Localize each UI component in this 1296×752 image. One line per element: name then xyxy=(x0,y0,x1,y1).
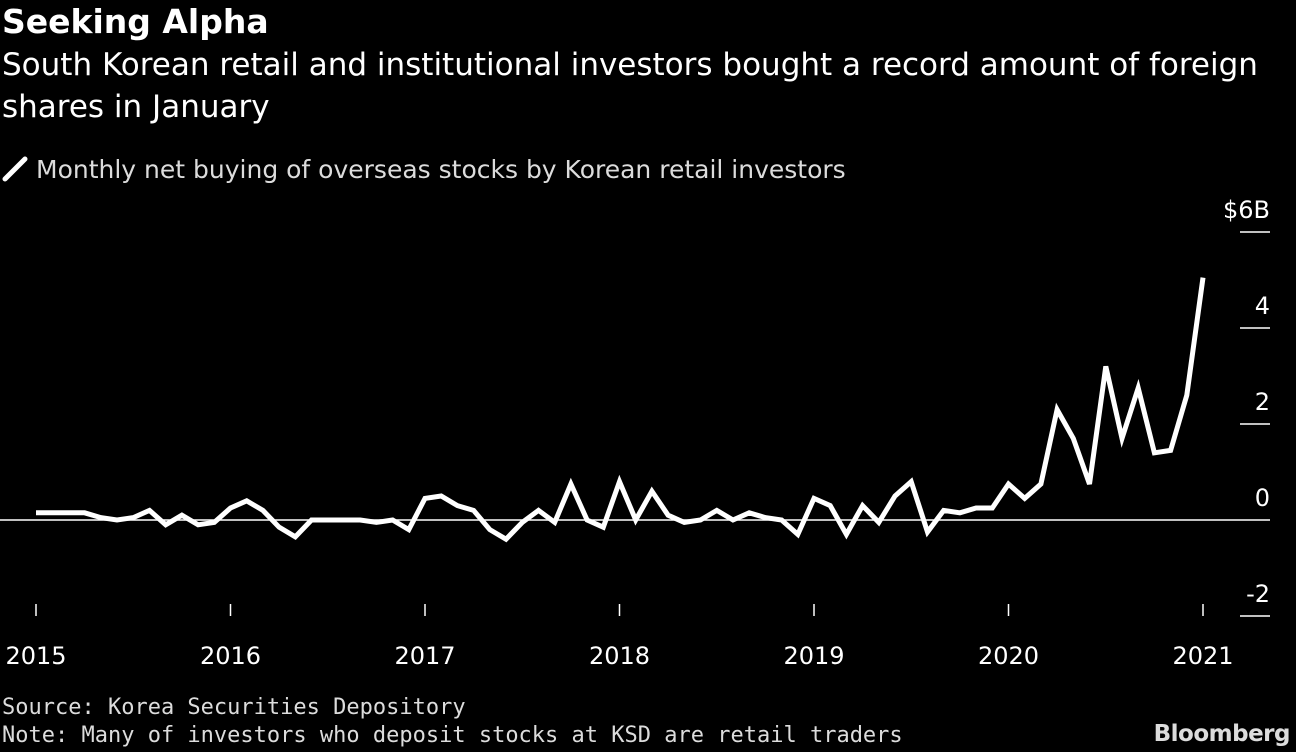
x-tick-label: 2018 xyxy=(589,642,650,670)
brand-title: Seeking Alpha xyxy=(2,2,269,41)
legend: Monthly net buying of overseas stocks by… xyxy=(2,152,846,186)
x-tick-label: 2019 xyxy=(783,642,844,670)
x-tick-label: 2020 xyxy=(978,642,1039,670)
note-text: Note: Many of investors who deposit stoc… xyxy=(2,723,903,748)
line-chart: $6B 4 2 0 -2 2015 2016 2017 2018 2019 2020 2021 xyxy=(0,196,1270,670)
chart-title: South Korean retail and institutional in… xyxy=(2,47,1258,125)
legend-label: Monthly net buying of overseas stocks by… xyxy=(36,154,846,184)
y-tick-label: 0 xyxy=(1255,484,1270,512)
x-tick-label: 2015 xyxy=(5,642,66,670)
x-axis: 2015 2016 2017 2018 2019 2020 2021 xyxy=(5,604,1234,670)
source-note: Source: Korea Securities Depository Note… xyxy=(2,694,903,750)
x-tick-label: 2016 xyxy=(200,642,261,670)
y-tick-label: 4 xyxy=(1255,292,1270,320)
source-text: Source: Korea Securities Depository xyxy=(2,695,466,720)
y-tick-label: $6B xyxy=(1223,196,1270,224)
y-tick-label: -2 xyxy=(1246,580,1270,608)
bloomberg-logo: Bloomberg xyxy=(1153,721,1291,747)
x-tick-label: 2017 xyxy=(394,642,455,670)
line-swatch-icon xyxy=(2,156,28,182)
x-tick-label: 2021 xyxy=(1172,642,1233,670)
y-axis: $6B 4 2 0 -2 xyxy=(0,196,1270,617)
series-layer xyxy=(36,277,1206,543)
y-tick-label: 2 xyxy=(1255,388,1270,416)
series-line xyxy=(36,277,1206,543)
